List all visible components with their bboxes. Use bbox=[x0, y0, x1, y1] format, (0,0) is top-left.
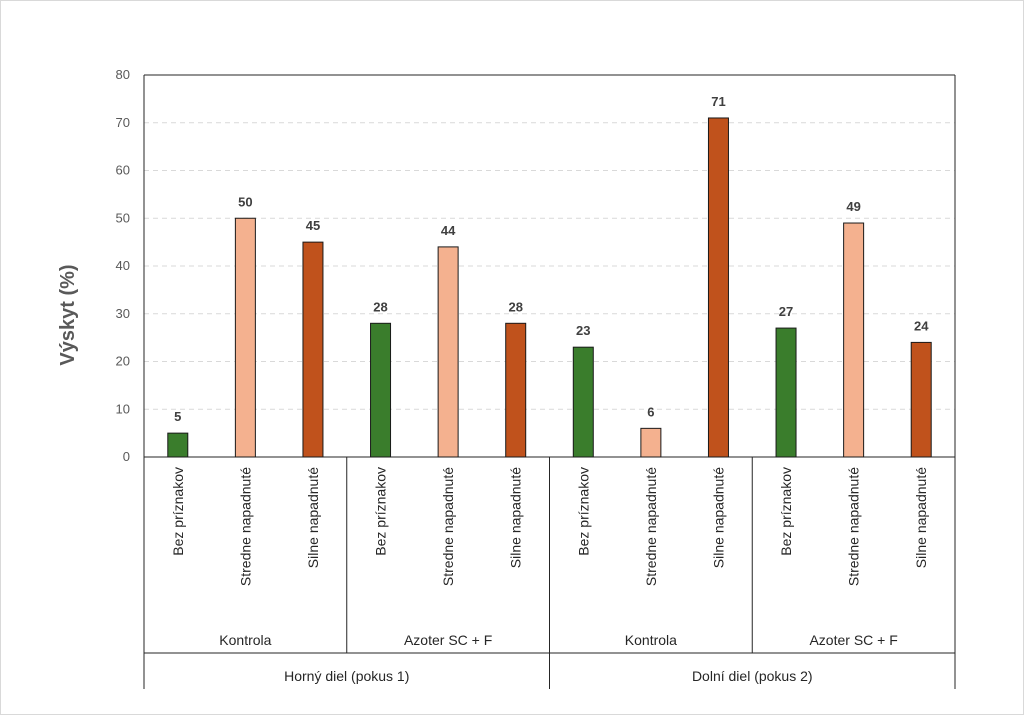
y-tick-label: 40 bbox=[116, 258, 130, 273]
y-tick-label: 20 bbox=[116, 354, 130, 369]
data-label: 71 bbox=[711, 94, 725, 109]
bar bbox=[843, 222, 865, 458]
subgroup-label: Azoter SC + F bbox=[404, 632, 492, 648]
y-tick-label: 70 bbox=[116, 115, 130, 130]
data-label: 28 bbox=[373, 299, 387, 314]
data-label: 24 bbox=[914, 318, 929, 333]
category-label: Stredne napadnuté bbox=[846, 467, 862, 586]
gridlines bbox=[144, 122, 955, 410]
data-label: 45 bbox=[306, 218, 320, 233]
category-label: Silne napadnuté bbox=[710, 467, 726, 568]
y-tick-label: 0 bbox=[123, 449, 130, 464]
bar bbox=[910, 341, 932, 458]
subgroup-labels: Kontrola Azoter SC + F Kontrola Azoter SC +… bbox=[219, 632, 897, 648]
bar bbox=[572, 346, 594, 458]
bar bbox=[370, 322, 392, 458]
y-tick-labels: 0 10 20 30 40 50 60 70 80 bbox=[116, 67, 130, 464]
category-label: Stredne napadnuté bbox=[440, 467, 456, 586]
category-label: Bez príznakov bbox=[373, 467, 389, 556]
category-label: Silne napadnuté bbox=[913, 467, 929, 568]
bar bbox=[167, 432, 189, 458]
y-axis-label: Výskyt (%) bbox=[57, 264, 79, 365]
data-label: 50 bbox=[238, 194, 252, 209]
subgroup-label: Azoter SC + F bbox=[809, 632, 897, 648]
bar bbox=[302, 241, 324, 458]
subgroup-label: Kontrola bbox=[219, 632, 271, 648]
data-label: 44 bbox=[441, 223, 456, 238]
category-label: Stredne napadnuté bbox=[643, 467, 659, 586]
category-label: Silne napadnuté bbox=[305, 467, 321, 568]
group-label: Horný diel (pokus 1) bbox=[284, 668, 409, 684]
y-tick-label: 50 bbox=[116, 210, 130, 225]
category-label: Silne napadnuté bbox=[508, 467, 524, 568]
y-tick-label: 30 bbox=[116, 306, 130, 321]
bar bbox=[707, 117, 729, 458]
category-label: Bez príznakov bbox=[170, 467, 186, 556]
group-separators bbox=[143, 457, 956, 689]
bar bbox=[437, 246, 459, 458]
data-label: 23 bbox=[576, 323, 590, 338]
bar bbox=[234, 217, 256, 458]
bar bbox=[640, 427, 662, 458]
bar bbox=[775, 327, 797, 458]
data-label: 6 bbox=[647, 404, 654, 419]
y-tick-label: 80 bbox=[116, 67, 130, 82]
data-labels: 5 50 45 28 44 28 23 6 71 27 49 24 bbox=[174, 94, 929, 424]
category-label: Bez príznakov bbox=[778, 467, 794, 556]
category-label: Bez príznakov bbox=[575, 467, 591, 556]
data-label: 27 bbox=[779, 304, 793, 319]
y-tick-label: 10 bbox=[116, 401, 130, 416]
data-label: 28 bbox=[508, 299, 522, 314]
bar bbox=[505, 322, 527, 458]
y-tick-label: 60 bbox=[116, 163, 130, 178]
group-labels: Horný diel (pokus 1) Dolní diel (pokus 2) bbox=[284, 668, 812, 684]
group-label: Dolní diel (pokus 2) bbox=[692, 668, 813, 684]
category-label: Stredne napadnuté bbox=[237, 467, 253, 586]
bars bbox=[167, 117, 932, 458]
data-label: 5 bbox=[174, 409, 181, 424]
category-labels: Bez príznakov Stredne napadnuté Silne napa… bbox=[170, 467, 929, 586]
subgroup-label: Kontrola bbox=[625, 632, 677, 648]
data-label: 49 bbox=[846, 199, 860, 214]
